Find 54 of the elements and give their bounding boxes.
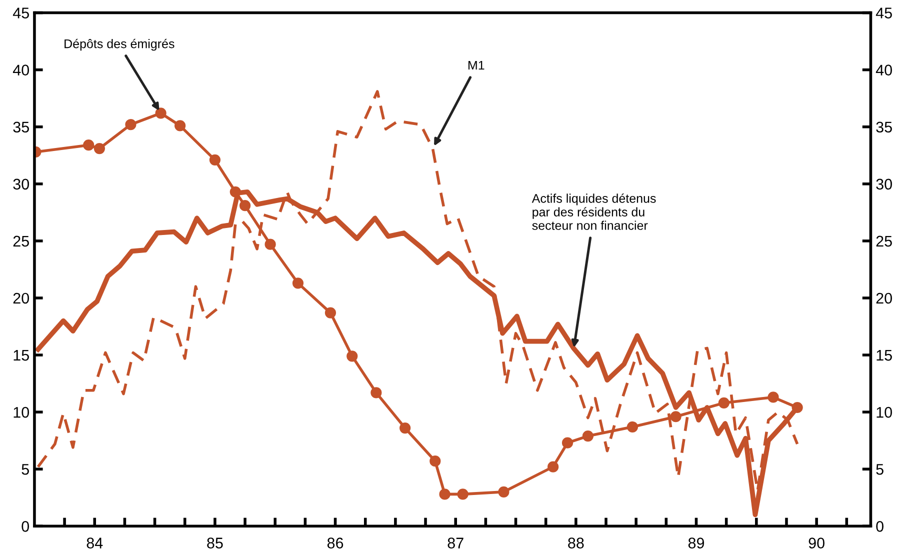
point — [626, 421, 638, 432]
annotation: M1 — [468, 60, 484, 70]
y2-tick-label: 35 — [876, 122, 892, 133]
point — [370, 387, 382, 398]
y2-tick-label: 15 — [876, 350, 892, 361]
point — [562, 437, 574, 448]
y-tick-label: 25 — [13, 236, 29, 247]
y2-tick-label: 0 — [876, 521, 884, 532]
x-tick-label: 89 — [688, 538, 704, 548]
y-tick-label: 30 — [13, 178, 30, 190]
point — [768, 392, 779, 403]
y-tick-label: 20 — [13, 292, 30, 304]
point — [174, 120, 186, 132]
y-tick-label: 15 — [14, 350, 29, 361]
point — [94, 142, 105, 154]
x-tick-label: 88 — [568, 538, 584, 548]
y-tick-label: 0 — [22, 521, 30, 532]
point — [439, 488, 450, 500]
annotation: Dépôts des émigrés — [64, 38, 174, 51]
point — [346, 350, 358, 362]
point — [718, 397, 730, 408]
point — [670, 411, 682, 422]
y-tick-label: 45 — [12, 8, 29, 18]
point — [430, 456, 441, 467]
y2-tick-label: 40 — [876, 64, 892, 76]
x-tick-label: 84 — [86, 538, 103, 548]
x-tick-label: 86 — [327, 538, 344, 548]
point — [209, 154, 221, 166]
point — [83, 140, 94, 151]
x-tick-label: 90 — [808, 538, 824, 548]
y2-tick-label: 20 — [876, 292, 892, 304]
x-tick-label: 85 — [207, 538, 223, 548]
point — [498, 486, 510, 498]
y2-tick-label: 45 — [876, 8, 892, 18]
point — [292, 278, 304, 289]
y-tick-label: 10 — [14, 406, 30, 418]
y-tick-label: 35 — [13, 122, 29, 133]
y2-tick-label: 5 — [876, 464, 884, 475]
point — [125, 119, 136, 130]
point — [264, 238, 276, 250]
point — [400, 422, 411, 434]
point — [324, 307, 336, 318]
point — [548, 461, 559, 472]
y2-tick-label: 25 — [876, 236, 892, 247]
point — [155, 108, 166, 119]
y2-tick-label: 10 — [876, 406, 892, 418]
point — [457, 488, 468, 500]
y-tick-label: 40 — [12, 64, 30, 76]
point — [239, 200, 251, 212]
point — [582, 430, 594, 442]
annotation: Actifs liquides détenus par des résidents du secteur non financier — [532, 193, 656, 230]
x-tick-label: 87 — [448, 538, 464, 548]
y2-tick-label: 30 — [876, 178, 892, 190]
y-tick-label: 5 — [22, 464, 29, 475]
